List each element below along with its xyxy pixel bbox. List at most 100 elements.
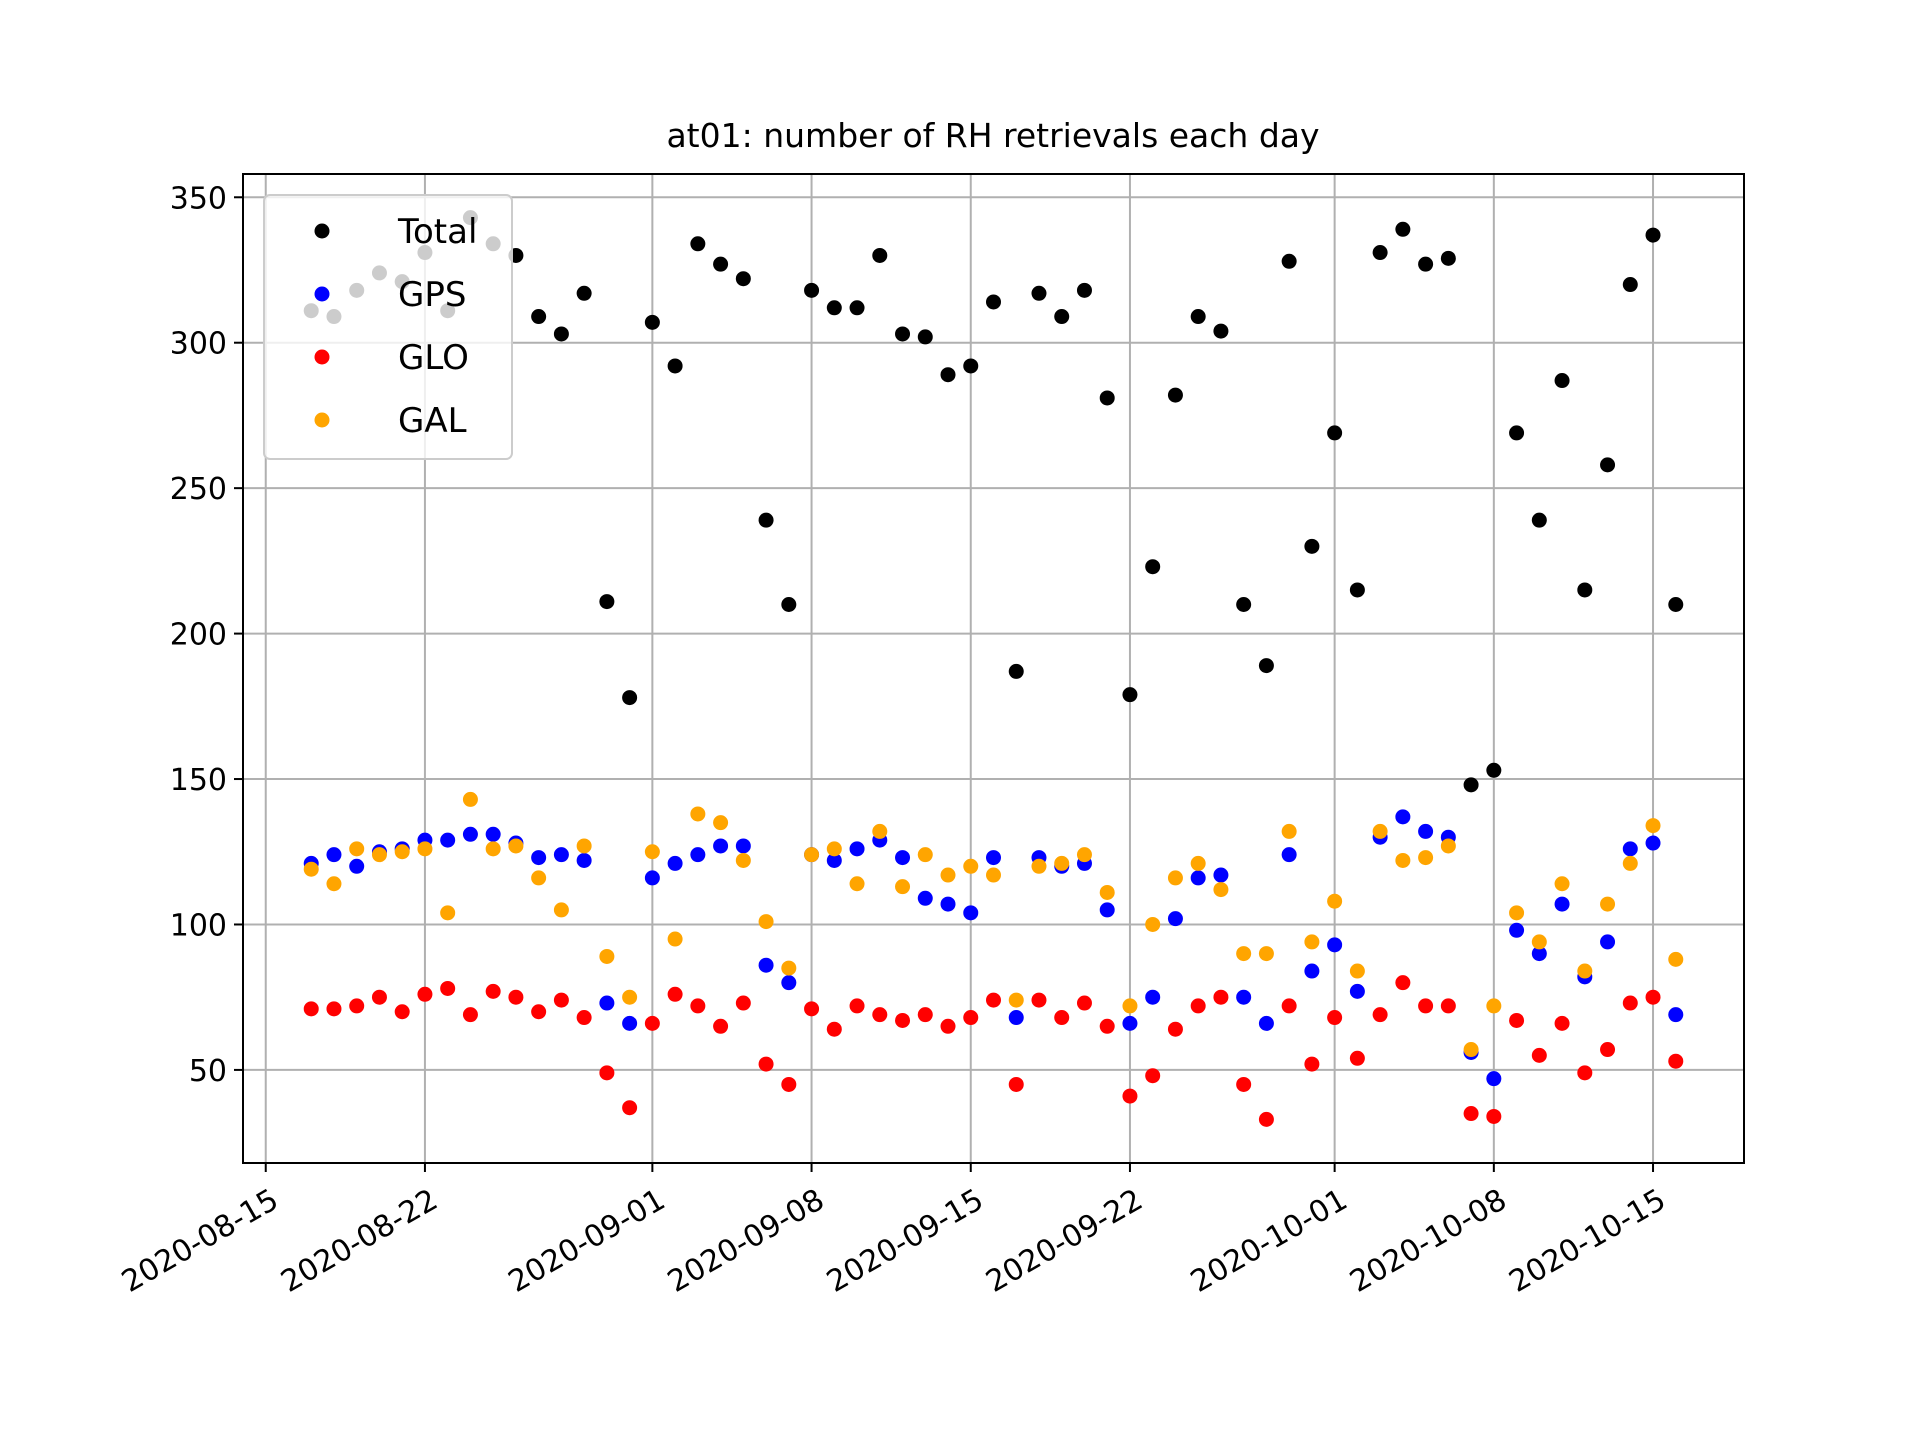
gal-point xyxy=(1145,916,1161,932)
glo-point xyxy=(1622,995,1638,1011)
total-point xyxy=(1190,309,1206,325)
total-point xyxy=(1463,777,1479,793)
gal-point xyxy=(508,838,524,854)
total-point xyxy=(599,594,615,610)
gps-point xyxy=(758,957,774,973)
glo-point xyxy=(394,1004,410,1020)
total-point xyxy=(644,314,660,330)
gal-point xyxy=(1440,838,1456,854)
total-point xyxy=(576,285,592,301)
gal-point xyxy=(1645,818,1661,834)
glo-point xyxy=(1145,1068,1161,1084)
glo-point xyxy=(1531,1047,1547,1063)
gal-point xyxy=(1122,998,1138,1014)
gal-point xyxy=(303,861,319,877)
gal-point xyxy=(1349,963,1365,979)
legend-label-total: Total xyxy=(397,212,477,252)
gps-point xyxy=(940,896,956,912)
gal-point xyxy=(1281,823,1297,839)
glo-point xyxy=(781,1076,797,1092)
total-point xyxy=(917,329,933,345)
glo-point xyxy=(1440,998,1456,1014)
gal-point xyxy=(804,847,820,863)
total-point xyxy=(849,300,865,316)
gal-point xyxy=(417,841,433,857)
total-point xyxy=(1645,227,1661,243)
y-tick-label: 350 xyxy=(170,181,227,216)
total-point xyxy=(1372,245,1388,261)
total-point xyxy=(826,300,842,316)
glo-point xyxy=(1076,995,1092,1011)
gps-point xyxy=(531,850,547,866)
gal-point xyxy=(690,806,706,822)
total-point xyxy=(1031,285,1047,301)
total-point xyxy=(735,271,751,287)
gal-point xyxy=(963,858,979,874)
gps-point xyxy=(349,858,365,874)
gps-point xyxy=(326,847,342,863)
glo-point xyxy=(1372,1007,1388,1023)
total-point xyxy=(1281,253,1297,269)
glo-point xyxy=(326,1001,342,1017)
glo-point xyxy=(1236,1076,1252,1092)
total-point xyxy=(1076,282,1092,298)
legend-box xyxy=(263,194,513,460)
gal-point xyxy=(1463,1042,1479,1058)
gal-point xyxy=(1372,823,1388,839)
gal-point xyxy=(1418,850,1434,866)
glo-point xyxy=(1167,1021,1183,1037)
glo-point xyxy=(1486,1108,1502,1124)
glo-point xyxy=(1281,998,1297,1014)
glo-point xyxy=(804,1001,820,1017)
gal-point xyxy=(1054,855,1070,871)
glo-point xyxy=(303,1001,319,1017)
glo-point xyxy=(1008,1076,1024,1092)
total-point xyxy=(1236,597,1252,613)
gal-point xyxy=(349,841,365,857)
total-point xyxy=(1577,582,1593,598)
gal-point xyxy=(1167,870,1183,886)
gps-point xyxy=(440,832,456,848)
gps-point xyxy=(713,838,729,854)
total-point xyxy=(1554,373,1570,389)
gps-point xyxy=(895,850,911,866)
glo-point xyxy=(895,1012,911,1028)
glo-point xyxy=(1304,1056,1320,1072)
glo-point xyxy=(1577,1065,1593,1081)
glo-point xyxy=(371,989,387,1005)
glo-point xyxy=(1190,998,1206,1014)
gps-point xyxy=(1349,983,1365,999)
y-tick-label: 100 xyxy=(170,908,227,943)
gal-point xyxy=(1099,884,1115,900)
glo-point xyxy=(1258,1111,1274,1127)
total-point xyxy=(1213,323,1229,339)
gps-point xyxy=(1190,870,1206,886)
gps-point xyxy=(644,870,660,886)
total-point xyxy=(1531,512,1547,528)
gal-point xyxy=(1304,934,1320,950)
glo-point xyxy=(940,1018,956,1034)
legend-label-gps: GPS xyxy=(398,275,466,315)
gal-point xyxy=(1395,852,1411,868)
glo-point xyxy=(531,1004,547,1020)
glo-point xyxy=(440,980,456,996)
gal-point xyxy=(1554,876,1570,892)
total-point xyxy=(1327,425,1343,441)
gal-point xyxy=(986,867,1001,883)
total-point xyxy=(690,236,706,252)
total-point xyxy=(963,358,979,374)
legend-marker-glo xyxy=(314,349,330,365)
gps-point xyxy=(1281,847,1297,863)
gal-point xyxy=(440,905,456,921)
gal-point xyxy=(758,914,774,930)
y-tick-label: 250 xyxy=(170,472,227,507)
glo-point xyxy=(1054,1010,1070,1026)
gal-point xyxy=(1031,858,1047,874)
total-point xyxy=(1258,658,1274,674)
glo-point xyxy=(826,1021,842,1037)
gps-point xyxy=(1099,902,1115,918)
total-point xyxy=(1099,390,1115,406)
gal-point xyxy=(1577,963,1593,979)
gps-point xyxy=(963,905,979,921)
